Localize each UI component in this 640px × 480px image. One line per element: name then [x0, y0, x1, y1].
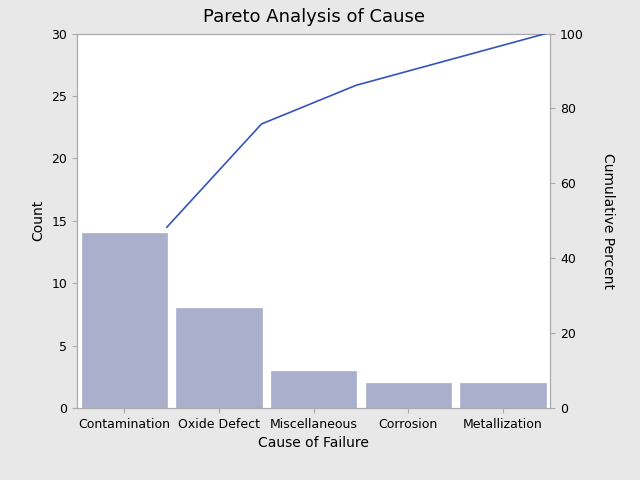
Bar: [365, 383, 451, 408]
Bar: [81, 233, 167, 408]
Title: Pareto Analysis of Cause: Pareto Analysis of Cause: [203, 9, 424, 26]
Y-axis label: Cumulative Percent: Cumulative Percent: [601, 153, 614, 289]
X-axis label: Cause of Failure: Cause of Failure: [258, 436, 369, 450]
Bar: [176, 308, 262, 408]
Bar: [460, 383, 546, 408]
Y-axis label: Count: Count: [31, 200, 45, 241]
Bar: [271, 371, 356, 408]
